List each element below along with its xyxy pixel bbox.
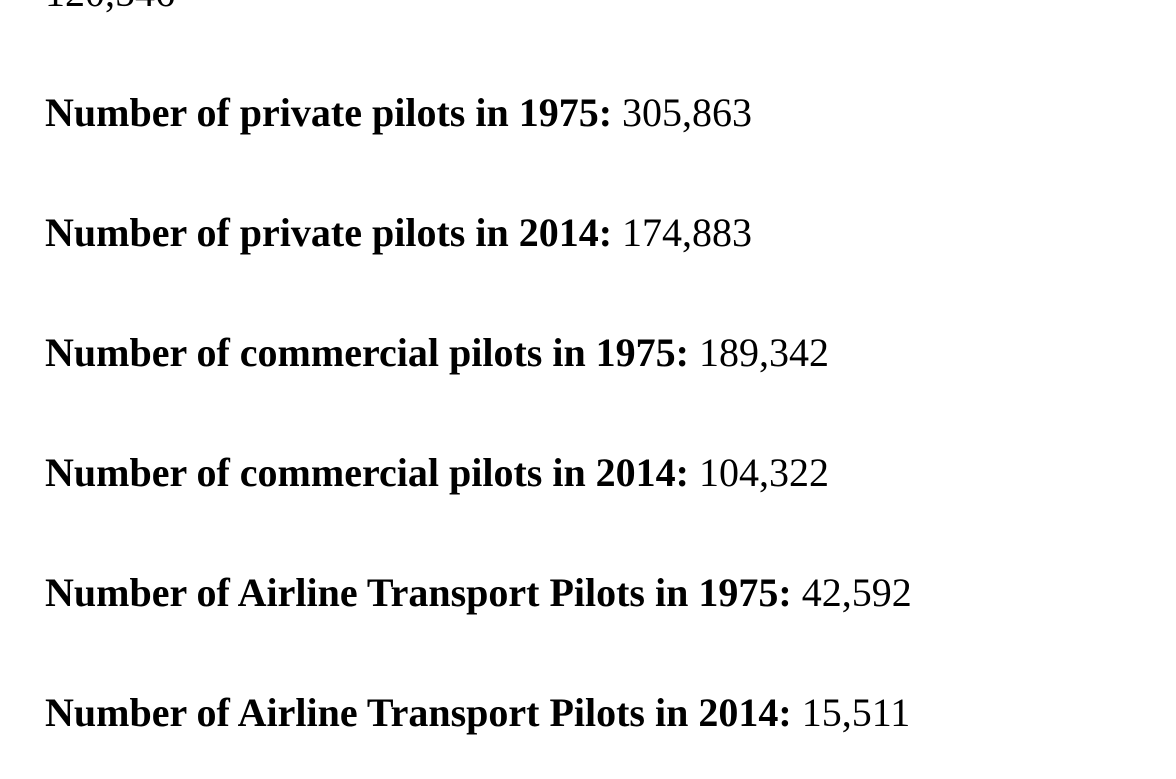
stat-value: 104,322 [699, 450, 830, 495]
stat-line: Number of Airline Transport Pilots in 20… [45, 690, 910, 736]
value: 120,546 [45, 0, 175, 15]
stat-value: 305,863 [622, 90, 753, 135]
stat-label: Number of Airline Transport Pilots in 20… [45, 690, 792, 735]
stat-line: Number of Airline Transport Pilots in 19… [45, 570, 912, 616]
stat-label: Number of private pilots in 2014: [45, 210, 613, 255]
stat-value: 174,883 [622, 210, 753, 255]
stat-label: Number of Airline Transport Pilots in 19… [45, 570, 792, 615]
stat-line: Number of commercial pilots in 2014: 104,… [45, 450, 829, 496]
stat-value: 15,511 [801, 690, 911, 735]
stat-value: 189,342 [699, 330, 830, 375]
partial-line: 120,546 [45, 0, 175, 16]
stat-line: Number of private pilots in 2014: 174,883 [45, 210, 752, 256]
stat-label: Number of private pilots in 1975: [45, 90, 613, 135]
stat-label: Number of commercial pilots in 2014: [45, 450, 690, 495]
stat-line: Number of commercial pilots in 1975: 189,… [45, 330, 829, 376]
stat-line: Number of private pilots in 1975: 305,863 [45, 90, 752, 136]
stat-label: Number of commercial pilots in 1975: [45, 330, 690, 375]
stat-value: 42,592 [801, 570, 912, 615]
